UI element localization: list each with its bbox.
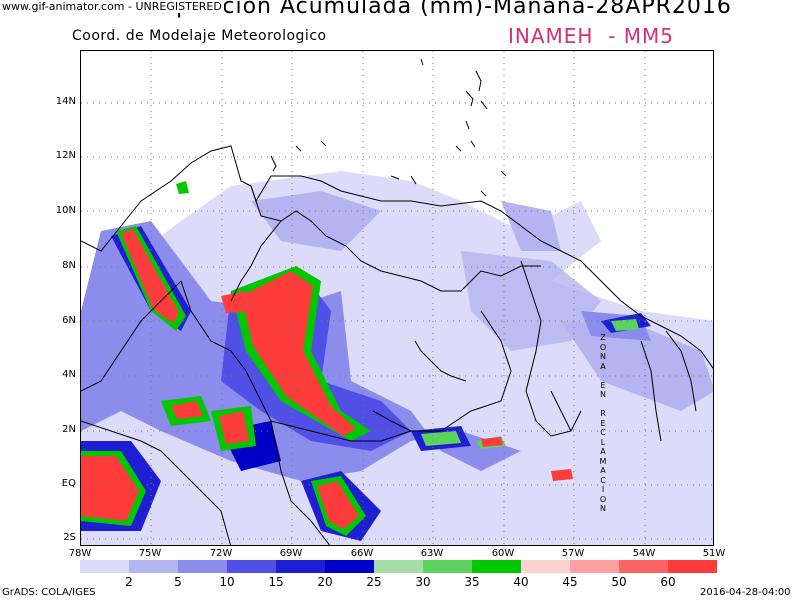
lon-label-69w: 69W bbox=[279, 548, 303, 559]
footer-credit: GrADS: COLA/IGES bbox=[2, 587, 96, 598]
footer-timestamp: 2016-04-28-04:00 bbox=[700, 587, 791, 598]
colorbar-label: 15 bbox=[268, 575, 284, 589]
lat-label-8n: 8N bbox=[62, 260, 76, 271]
lon-label-78w: 78W bbox=[68, 548, 92, 559]
colorbar-cell bbox=[178, 560, 227, 573]
colorbar-cell bbox=[374, 560, 423, 573]
colorbar-label: 30 bbox=[415, 575, 431, 589]
lat-label-4n: 4N bbox=[62, 369, 76, 380]
colorbar-label: 60 bbox=[660, 575, 676, 589]
colorbar-label: 40 bbox=[513, 575, 529, 589]
colorbar-label: 2 bbox=[125, 575, 133, 589]
grid-lines bbox=[81, 51, 713, 545]
colorbar-label: 20 bbox=[317, 575, 333, 589]
colorbar-cell bbox=[668, 560, 717, 573]
colorbar-label: 35 bbox=[464, 575, 480, 589]
colorbar-label: 25 bbox=[366, 575, 382, 589]
colorbar-cell bbox=[570, 560, 619, 573]
lat-label-12n: 12N bbox=[55, 150, 76, 161]
lon-label-57w: 57W bbox=[561, 548, 585, 559]
lon-label-72w: 72W bbox=[209, 548, 233, 559]
colorbar-cell bbox=[276, 560, 325, 573]
lon-label-75w: 75W bbox=[138, 548, 162, 559]
lat-label-6n: 6N bbox=[62, 315, 76, 326]
lat-label-2s: 2S bbox=[63, 532, 76, 543]
precip-extreme-layer bbox=[81, 229, 573, 529]
colorbar-label: 45 bbox=[562, 575, 578, 589]
lat-label-eq: EQ bbox=[61, 478, 76, 489]
colorbar-cell bbox=[80, 560, 129, 573]
map-subtitle: Coord. de Modelaje Meteorologico bbox=[72, 28, 327, 44]
lon-label-60w: 60W bbox=[491, 548, 515, 559]
lat-label-2n: 2N bbox=[62, 424, 76, 435]
colorbar-label: 10 bbox=[219, 575, 235, 589]
lon-label-51w: 51W bbox=[702, 548, 726, 559]
colorbar-cell bbox=[423, 560, 472, 573]
colorbar-cell bbox=[472, 560, 521, 573]
precipitation-map bbox=[81, 51, 713, 545]
caribbean-islands bbox=[270, 58, 507, 197]
coastlines-borders bbox=[81, 145, 713, 545]
colorbar-cell bbox=[521, 560, 570, 573]
lon-label-54w: 54W bbox=[632, 548, 656, 559]
lat-label-10n: 10N bbox=[55, 205, 76, 216]
colorbar-cell bbox=[129, 560, 178, 573]
watermark-text: www.gif-animator.com - UNREGISTERED bbox=[0, 0, 224, 13]
colorbar-label: 50 bbox=[611, 575, 627, 589]
lat-label-14n: 14N bbox=[55, 96, 76, 107]
model-source: INAMEH - MM5 bbox=[508, 24, 674, 48]
map-title: Precipitacion Acumulada (mm)-Manana-28AP… bbox=[118, 0, 732, 19]
colorbar-label: 5 bbox=[174, 575, 182, 589]
lon-label-66w: 66W bbox=[350, 548, 374, 559]
colorbar-cell bbox=[325, 560, 374, 573]
colorbar-cell bbox=[619, 560, 668, 573]
colorbar bbox=[80, 560, 717, 573]
lon-label-63w: 63W bbox=[420, 548, 444, 559]
colorbar-cell bbox=[227, 560, 276, 573]
